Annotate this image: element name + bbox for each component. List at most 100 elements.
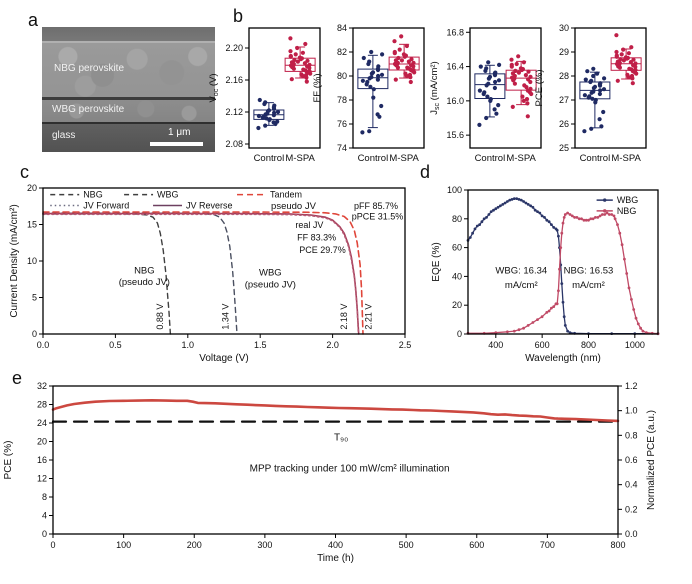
svg-text:28: 28	[559, 71, 569, 81]
svg-text:500: 500	[399, 540, 414, 550]
svg-text:30: 30	[559, 23, 569, 33]
svg-text:16.4: 16.4	[446, 62, 464, 72]
svg-text:0: 0	[42, 529, 47, 539]
pce-boxplot-chart: Control M-SPA 25 26 27 28 29 30 PCE (%)	[534, 23, 647, 164]
svg-text:80: 80	[337, 71, 347, 81]
svg-text:29: 29	[559, 47, 569, 57]
sem-wbg-label: WBG perovskite	[52, 104, 125, 115]
mpp-stability-chart: 0 100 200 300 400 500 600 700 800 0 4 8 12 16 20 24 28 32…	[3, 381, 657, 564]
svg-text:5: 5	[32, 293, 37, 303]
sem-scale-text: 1 μm	[168, 127, 191, 138]
svg-text:0: 0	[50, 540, 55, 550]
svg-text:20: 20	[27, 183, 37, 193]
svg-text:24: 24	[37, 418, 47, 428]
svg-text:pFF 85.7%: pFF 85.7%	[354, 201, 398, 211]
svg-text:FF (%): FF (%)	[312, 73, 323, 102]
svg-text:300: 300	[257, 540, 272, 550]
svg-text:16: 16	[37, 455, 47, 465]
svg-text:100: 100	[447, 185, 462, 195]
svg-text:M-SPA: M-SPA	[611, 153, 641, 164]
svg-text:0.5: 0.5	[109, 340, 122, 350]
svg-text:PCE 29.7%: PCE 29.7%	[299, 245, 346, 255]
svg-text:T₉₀: T₉₀	[334, 433, 348, 444]
svg-text:Control: Control	[358, 153, 389, 164]
svg-text:16.0: 16.0	[446, 96, 464, 106]
svg-text:2.08: 2.08	[225, 139, 243, 149]
svg-text:NBG: 16.53: NBG: 16.53	[564, 266, 614, 277]
svg-text:20: 20	[37, 437, 47, 447]
svg-text:MPP tracking under 100 mW/cm²: MPP tracking under 100 mW/cm² illuminati…	[250, 464, 450, 475]
svg-text:1.5: 1.5	[254, 340, 267, 350]
svg-text:76: 76	[337, 119, 347, 129]
sem-nbg-label: NBG perovskite	[54, 63, 125, 74]
svg-text:Current Density (mA/cm²): Current Density (mA/cm²)	[9, 204, 20, 317]
svg-text:Voltage (V): Voltage (V)	[199, 353, 248, 364]
sem-nbg-layer	[42, 41, 215, 100]
sem-wbg-layer	[42, 100, 215, 124]
svg-text:0.88 V: 0.88 V	[155, 304, 165, 330]
svg-text:600: 600	[535, 340, 550, 350]
svg-text:28: 28	[37, 400, 47, 410]
panel-e-label: e	[12, 368, 23, 388]
svg-text:1000: 1000	[625, 340, 645, 350]
svg-text:800: 800	[610, 540, 625, 550]
svg-text:Tandem: Tandem	[270, 190, 302, 200]
svg-text:(pseudo JV): (pseudo JV)	[245, 279, 296, 290]
svg-text:0.0: 0.0	[625, 529, 638, 539]
svg-text:82: 82	[337, 47, 347, 57]
svg-text:JV Forward: JV Forward	[83, 201, 129, 211]
svg-text:15.6: 15.6	[446, 130, 464, 140]
svg-text:0.6: 0.6	[625, 455, 638, 465]
svg-text:2.18 V: 2.18 V	[339, 304, 349, 330]
svg-text:26: 26	[559, 119, 569, 129]
svg-text:400: 400	[488, 340, 503, 350]
svg-text:WBG: 16.34: WBG: 16.34	[495, 266, 547, 277]
svg-text:0: 0	[32, 329, 37, 339]
svg-text:1.0: 1.0	[182, 340, 195, 350]
svg-text:27: 27	[559, 95, 569, 105]
svg-text:NBG: NBG	[134, 265, 155, 276]
svg-text:FF 83.3%: FF 83.3%	[297, 233, 336, 243]
svg-text:WBG: WBG	[259, 268, 282, 279]
svg-text:PCE (%): PCE (%)	[534, 70, 545, 107]
svg-text:PCE (%): PCE (%)	[3, 441, 14, 480]
svg-text:74: 74	[337, 143, 347, 153]
svg-text:Voc​ (V): Voc​ (V)	[208, 73, 220, 102]
svg-text:0.2: 0.2	[625, 504, 638, 514]
svg-text:200: 200	[187, 540, 202, 550]
ff-boxplot-chart: Control M-SPA 74 76 78 80 82 84 FF (%)	[312, 23, 425, 164]
svg-text:4: 4	[42, 511, 47, 521]
svg-text:2.0: 2.0	[326, 340, 339, 350]
eqe-spectra-chart: 400 600 800 1000 0 20 40 60 80 100 Wavelength (nm)…	[431, 185, 660, 364]
svg-text:mA/cm²: mA/cm²	[572, 280, 605, 291]
svg-text:78: 78	[337, 95, 347, 105]
svg-text:M-SPA: M-SPA	[389, 153, 419, 164]
sem-scale-bar	[150, 142, 203, 146]
svg-text:Wavelength (nm): Wavelength (nm)	[525, 353, 601, 364]
svg-text:800: 800	[581, 340, 596, 350]
svg-text:Jsc​ (mA/cm²): Jsc​ (mA/cm²)	[429, 61, 441, 114]
svg-text:1.0: 1.0	[625, 406, 638, 416]
svg-text:12: 12	[37, 474, 47, 484]
svg-text:2.12: 2.12	[225, 107, 243, 117]
svg-text:16.8: 16.8	[446, 27, 464, 37]
svg-text:Control: Control	[580, 153, 611, 164]
svg-text:80: 80	[452, 214, 462, 224]
svg-text:real JV: real JV	[295, 220, 323, 230]
svg-text:400: 400	[328, 540, 343, 550]
svg-text:40: 40	[452, 271, 462, 281]
svg-text:Control: Control	[475, 153, 506, 164]
svg-text:32: 32	[37, 381, 47, 391]
svg-text:2.20: 2.20	[225, 43, 243, 53]
svg-text:NBG: NBG	[617, 206, 637, 216]
svg-text:0.8: 0.8	[625, 430, 638, 440]
sem-background-region	[42, 27, 215, 41]
svg-text:8: 8	[42, 492, 47, 502]
svg-text:600: 600	[469, 540, 484, 550]
jv-curves-chart: 0.0 0.5 1.0 1.5 2.0 2.5 0 5 10 15 20 Voltage (V) Cur…	[9, 183, 411, 364]
panel-d-label: d	[420, 162, 431, 182]
svg-text:25: 25	[559, 143, 569, 153]
